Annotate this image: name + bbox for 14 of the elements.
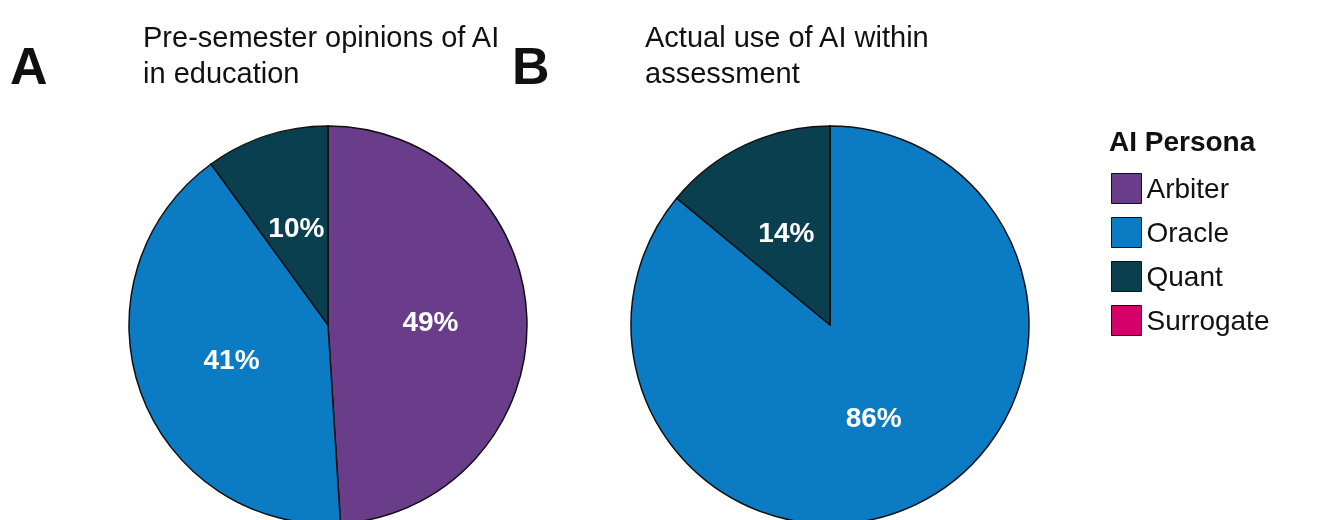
data-label: 41% <box>203 344 260 376</box>
text: A <box>10 37 48 95</box>
legend-label: Arbiter <box>1146 173 1229 204</box>
legend-title: AI Persona <box>1109 125 1256 157</box>
text: B <box>512 37 550 95</box>
data-label: 86% <box>845 402 902 434</box>
data-label: 10% <box>268 212 325 244</box>
slice-label: Pre-semester opinions of AI in education <box>143 21 508 89</box>
legend-label: Surrogate <box>1146 305 1270 336</box>
data-label: 14% <box>758 216 815 248</box>
legend-label: Quant <box>1146 261 1223 292</box>
slice-label: Actual use of AI within assessment <box>645 21 937 89</box>
legend-label: Oracle <box>1146 217 1229 248</box>
data-label: 49% <box>402 306 459 338</box>
